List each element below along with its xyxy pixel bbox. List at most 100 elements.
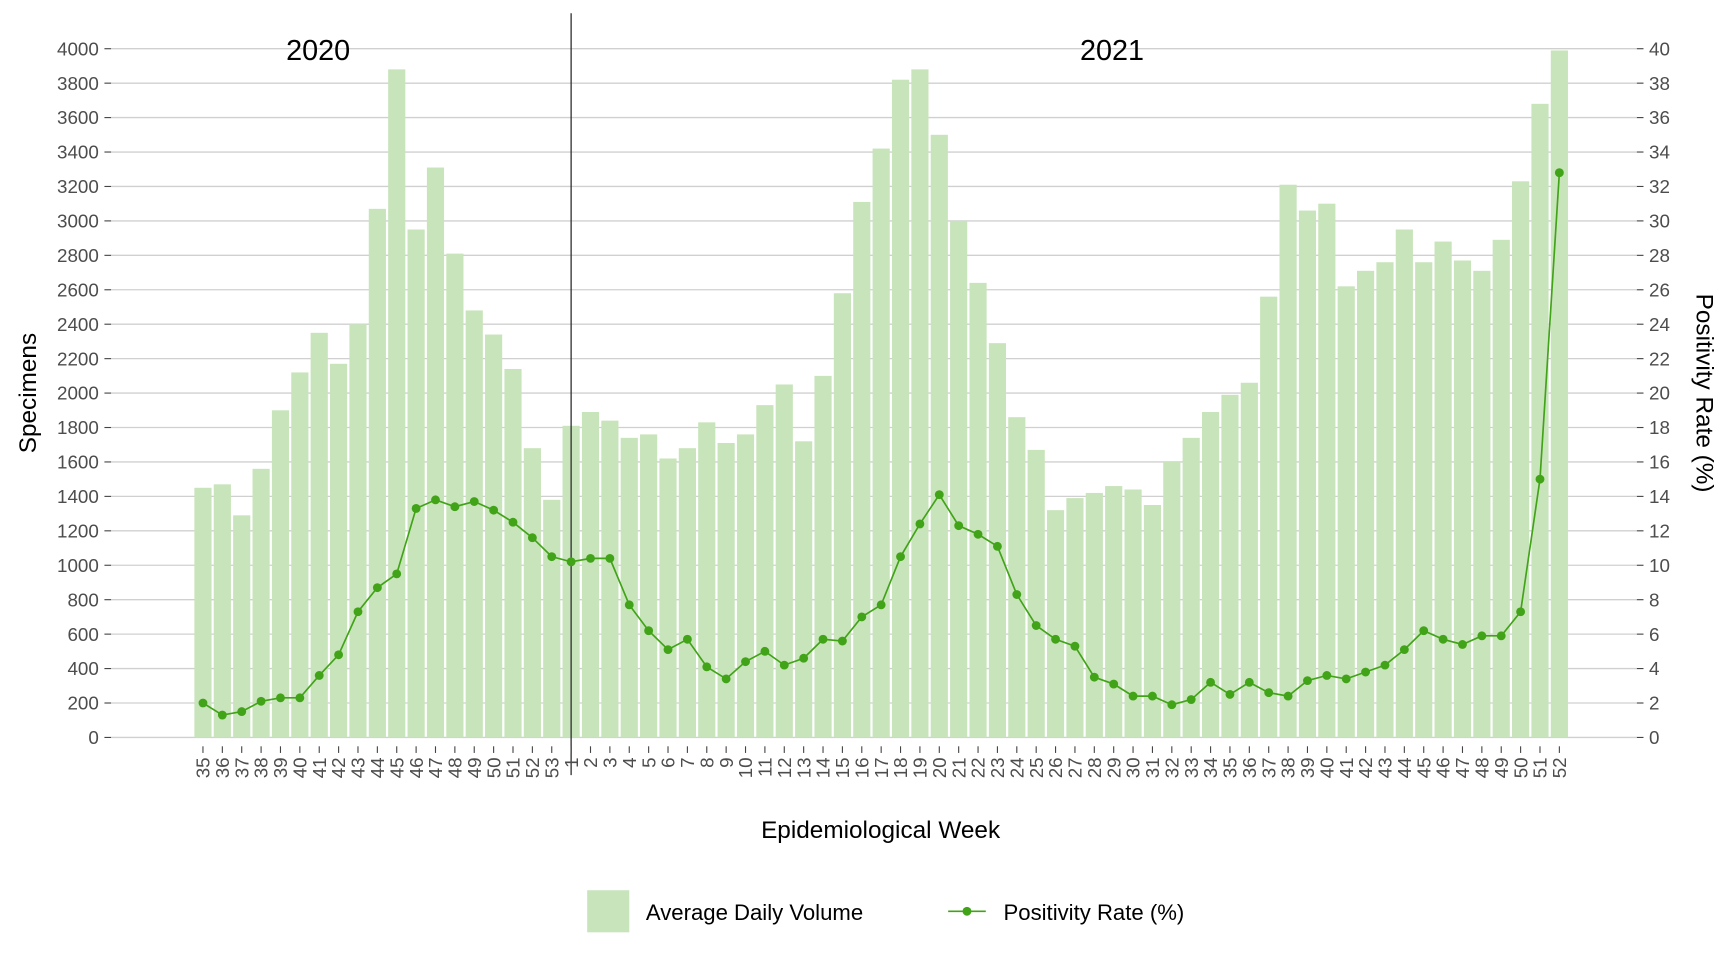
- bar: [698, 422, 716, 738]
- x-tick-label: 3: [600, 757, 621, 767]
- x-tick-label: 41: [309, 757, 330, 778]
- bar: [911, 69, 929, 738]
- left-axis-ticks: 0 200 400 600 800 1000 1200 1400 1600 1800 2000 220…: [57, 38, 112, 748]
- bar: [1512, 181, 1530, 738]
- bar: [853, 201, 871, 738]
- left-tick-label: 3200: [57, 176, 99, 197]
- bar: [969, 282, 987, 738]
- x-tick-label: 18: [890, 757, 911, 778]
- bar: [368, 208, 386, 738]
- x-tick-label: 2: [580, 757, 601, 767]
- year-label-2020: 2020: [286, 35, 350, 67]
- right-tick-label: 8: [1649, 589, 1659, 610]
- positivity-point: [237, 707, 247, 717]
- x-tick-label: 21: [948, 757, 969, 778]
- bar: [1221, 394, 1239, 738]
- positivity-point: [663, 645, 673, 655]
- x-tick-label: 27: [1065, 757, 1086, 778]
- positivity-point: [915, 519, 925, 529]
- positivity-point: [392, 569, 402, 579]
- bar: [620, 437, 638, 738]
- x-tick-label: 9: [716, 757, 737, 767]
- bar: [1182, 437, 1200, 738]
- bar: [1066, 498, 1084, 738]
- x-tick-label: 33: [1181, 757, 1202, 778]
- bar: [1337, 286, 1355, 738]
- year-label-2021: 2021: [1080, 35, 1144, 67]
- bar: [872, 148, 890, 738]
- x-tick-label: 22: [968, 757, 989, 778]
- x-tick-label: 16: [851, 757, 872, 778]
- legend: Average Daily Volume Positivity Rate (%): [587, 890, 1184, 933]
- bar: [1395, 229, 1413, 738]
- legend-bar-label: Average Daily Volume: [646, 900, 863, 925]
- bar: [601, 420, 619, 738]
- right-tick-label: 14: [1649, 486, 1670, 507]
- positivity-point: [1167, 700, 1177, 710]
- x-tick-label: 24: [1006, 757, 1027, 778]
- bar: [504, 368, 522, 738]
- positivity-point: [586, 553, 595, 563]
- left-tick-label: 1800: [57, 417, 99, 438]
- bar: [640, 434, 658, 738]
- left-axis-title: Specimens: [15, 333, 42, 453]
- positivity-point: [1244, 677, 1254, 687]
- left-tick-label: 600: [67, 624, 98, 645]
- positivity-point: [1477, 631, 1487, 641]
- positivity-point: [1012, 590, 1022, 599]
- positivity-point: [1516, 607, 1526, 617]
- positivity-point: [1554, 168, 1564, 178]
- positivity-point: [1458, 640, 1467, 649]
- bar: [988, 343, 1007, 738]
- x-tick-label: 15: [832, 757, 853, 778]
- positivity-point: [547, 552, 557, 562]
- left-tick-label: 0: [88, 727, 98, 748]
- x-tick-label: 11: [755, 757, 776, 777]
- positivity-point: [837, 636, 847, 646]
- bar: [950, 220, 968, 738]
- right-tick-label: 26: [1649, 279, 1670, 300]
- right-tick-label: 40: [1649, 38, 1670, 59]
- bar: [523, 448, 541, 738]
- positivity-point: [605, 553, 615, 563]
- x-tick-label: 28: [1084, 757, 1105, 778]
- bar: [659, 458, 677, 738]
- bar: [1260, 296, 1278, 738]
- x-tick-label: 47: [425, 757, 446, 778]
- x-axis-title: Epidemiological Week: [761, 817, 1001, 844]
- bar: [1008, 417, 1026, 738]
- positivity-point: [1031, 621, 1041, 630]
- positivity-point: [1051, 634, 1060, 644]
- left-tick-label: 3600: [57, 107, 99, 128]
- positivity-point: [1283, 691, 1293, 701]
- positivity-point: [1380, 660, 1390, 670]
- bar: [213, 484, 231, 738]
- right-tick-label: 34: [1649, 142, 1670, 163]
- x-tick-label: 32: [1161, 757, 1182, 778]
- bar: [1046, 510, 1065, 738]
- positivity-point: [624, 600, 634, 610]
- bar: [349, 324, 367, 738]
- x-tick-label: 42: [1355, 757, 1376, 778]
- bar: [891, 79, 910, 738]
- left-tick-label: 3800: [57, 73, 99, 94]
- bar: [543, 499, 561, 738]
- positivity-point: [276, 693, 285, 703]
- positivity-point: [256, 696, 266, 706]
- left-tick-label: 2200: [57, 348, 99, 369]
- bar: [1279, 184, 1297, 738]
- x-tick-label: 1: [561, 757, 582, 767]
- x-tick-label: 14: [813, 757, 834, 778]
- positivity-point: [1128, 691, 1138, 701]
- bar: [465, 310, 483, 738]
- bar: [1492, 239, 1510, 738]
- bar: [930, 134, 948, 738]
- x-tick-label: 38: [1278, 757, 1299, 778]
- bar: [291, 372, 309, 738]
- positivity-point: [527, 533, 537, 543]
- left-tick-label: 4000: [57, 38, 99, 59]
- bar: [1415, 262, 1433, 738]
- bar: [426, 167, 445, 738]
- positivity-point: [1206, 677, 1216, 687]
